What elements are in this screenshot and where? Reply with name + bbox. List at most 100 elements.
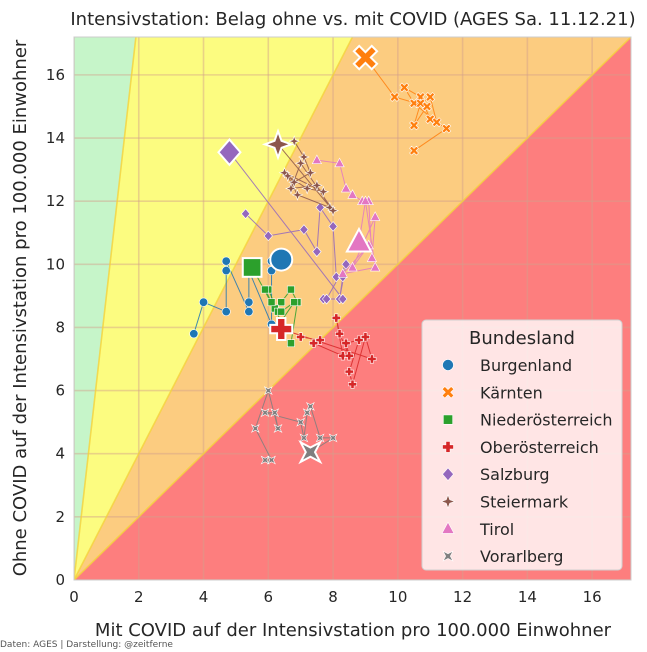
- y-tick-label: 4: [55, 445, 65, 463]
- data-point: [331, 313, 341, 323]
- y-tick-label: 14: [46, 129, 65, 147]
- x-tick-label: 8: [328, 588, 338, 606]
- y-axis: 0 2 4 6 8 10 12 14 16: [46, 66, 65, 589]
- x-axis: 0 2 4 6 8 10 12 14 16: [69, 588, 601, 606]
- data-point: [409, 120, 419, 131]
- series-line: [254, 388, 335, 461]
- y-tick-label: 6: [55, 382, 65, 400]
- series-Tirol: [311, 154, 381, 278]
- x-tick-label: 0: [69, 588, 79, 606]
- data-point: [422, 101, 432, 112]
- data-point: [281, 169, 294, 182]
- legend-marker: [441, 521, 455, 534]
- y-tick-label: 2: [55, 508, 65, 526]
- legend-item: Oberösterreich: [442, 438, 599, 457]
- data-point: [347, 189, 358, 199]
- data-point: [389, 92, 400, 102]
- legend-marker: [442, 359, 454, 371]
- data-point: [441, 123, 452, 134]
- data-point: [260, 455, 270, 465]
- legend-label: Kärnten: [480, 383, 543, 402]
- data-point: [287, 339, 295, 348]
- series-Vorarlberg: [250, 386, 338, 465]
- data-point: [360, 332, 370, 342]
- data-point: [277, 307, 286, 316]
- x-tick-label: 2: [134, 588, 144, 606]
- data-point: [431, 117, 442, 128]
- data-point: [341, 338, 351, 348]
- data-point: [415, 98, 426, 109]
- credit-note: Daten: AGES | Darstellung: @zeitferne: [0, 640, 173, 650]
- data-point: [425, 114, 436, 124]
- data-point: [288, 135, 301, 148]
- legend-marker: [442, 441, 454, 453]
- data-point: [273, 424, 283, 433]
- chart-title: Intensivstation: Belag ohne vs. mit COVI…: [70, 9, 635, 30]
- legend-label: Niederösterreich: [480, 411, 612, 430]
- latest-point: [352, 44, 379, 71]
- y-tick-label: 8: [55, 318, 65, 336]
- legend-label: Tirol: [479, 520, 514, 539]
- data-point: [294, 157, 307, 170]
- legend: Bundesland Burgenland Kärnten Niederösterre…: [421, 319, 623, 571]
- x-tick-label: 10: [388, 588, 407, 606]
- data-point: [370, 261, 381, 272]
- legend-item: Niederösterreich: [443, 411, 612, 430]
- legend-item: Tirol: [441, 520, 514, 539]
- data-point: [302, 408, 312, 418]
- x-tick-label: 16: [583, 588, 602, 606]
- data-point: [354, 335, 364, 345]
- latest-point: [269, 317, 294, 342]
- legend-item: Steiermark: [440, 493, 569, 512]
- data-point: [310, 179, 323, 192]
- data-point: [360, 195, 371, 206]
- data-point: [327, 204, 339, 217]
- data-point: [261, 285, 269, 294]
- data-point: [250, 424, 260, 433]
- data-point: [270, 408, 280, 418]
- legend-item: Salzburg: [442, 465, 550, 484]
- legend-label: Salzburg: [480, 465, 550, 484]
- latest-point: [261, 128, 295, 161]
- legend-box: [421, 319, 623, 571]
- data-point: [315, 202, 325, 213]
- data-point: [296, 417, 306, 427]
- latest-point: [217, 138, 242, 167]
- data-point: [267, 298, 276, 307]
- latest-point: [345, 226, 373, 253]
- data-point: [301, 182, 314, 195]
- data-point: [321, 293, 332, 305]
- data-point: [328, 433, 338, 443]
- data-point: [221, 256, 231, 266]
- y-tick-label: 16: [46, 66, 65, 84]
- data-point: [315, 433, 325, 443]
- data-point: [299, 224, 309, 235]
- legend-label: Burgenland: [480, 356, 572, 375]
- data-point: [288, 176, 301, 189]
- data-point: [425, 92, 436, 102]
- data-point: [267, 455, 276, 465]
- data-point: [263, 386, 273, 396]
- y-tick-label: 12: [46, 192, 65, 210]
- latest-point: [269, 247, 294, 272]
- series-line: [281, 317, 373, 387]
- series-Oberösterreich: [269, 313, 377, 389]
- legend-item: Kärnten: [441, 383, 543, 402]
- data-point: [287, 285, 295, 294]
- legend-marker: [441, 386, 455, 399]
- legend-marker: [440, 494, 456, 509]
- x-tick-label: 14: [518, 588, 537, 606]
- data-point: [285, 182, 297, 195]
- data-point: [344, 367, 354, 377]
- data-point: [334, 157, 345, 168]
- latest-point: [298, 440, 323, 465]
- legend-label: Oberösterreich: [480, 438, 599, 457]
- legend-marker: [442, 550, 454, 562]
- data-point: [328, 221, 338, 232]
- data-point: [221, 307, 231, 317]
- data-point: [298, 151, 310, 163]
- series-Steiermark: [261, 128, 339, 217]
- data-point: [409, 145, 419, 156]
- legend-label: Vorarlberg: [480, 547, 563, 566]
- data-point: [338, 293, 348, 305]
